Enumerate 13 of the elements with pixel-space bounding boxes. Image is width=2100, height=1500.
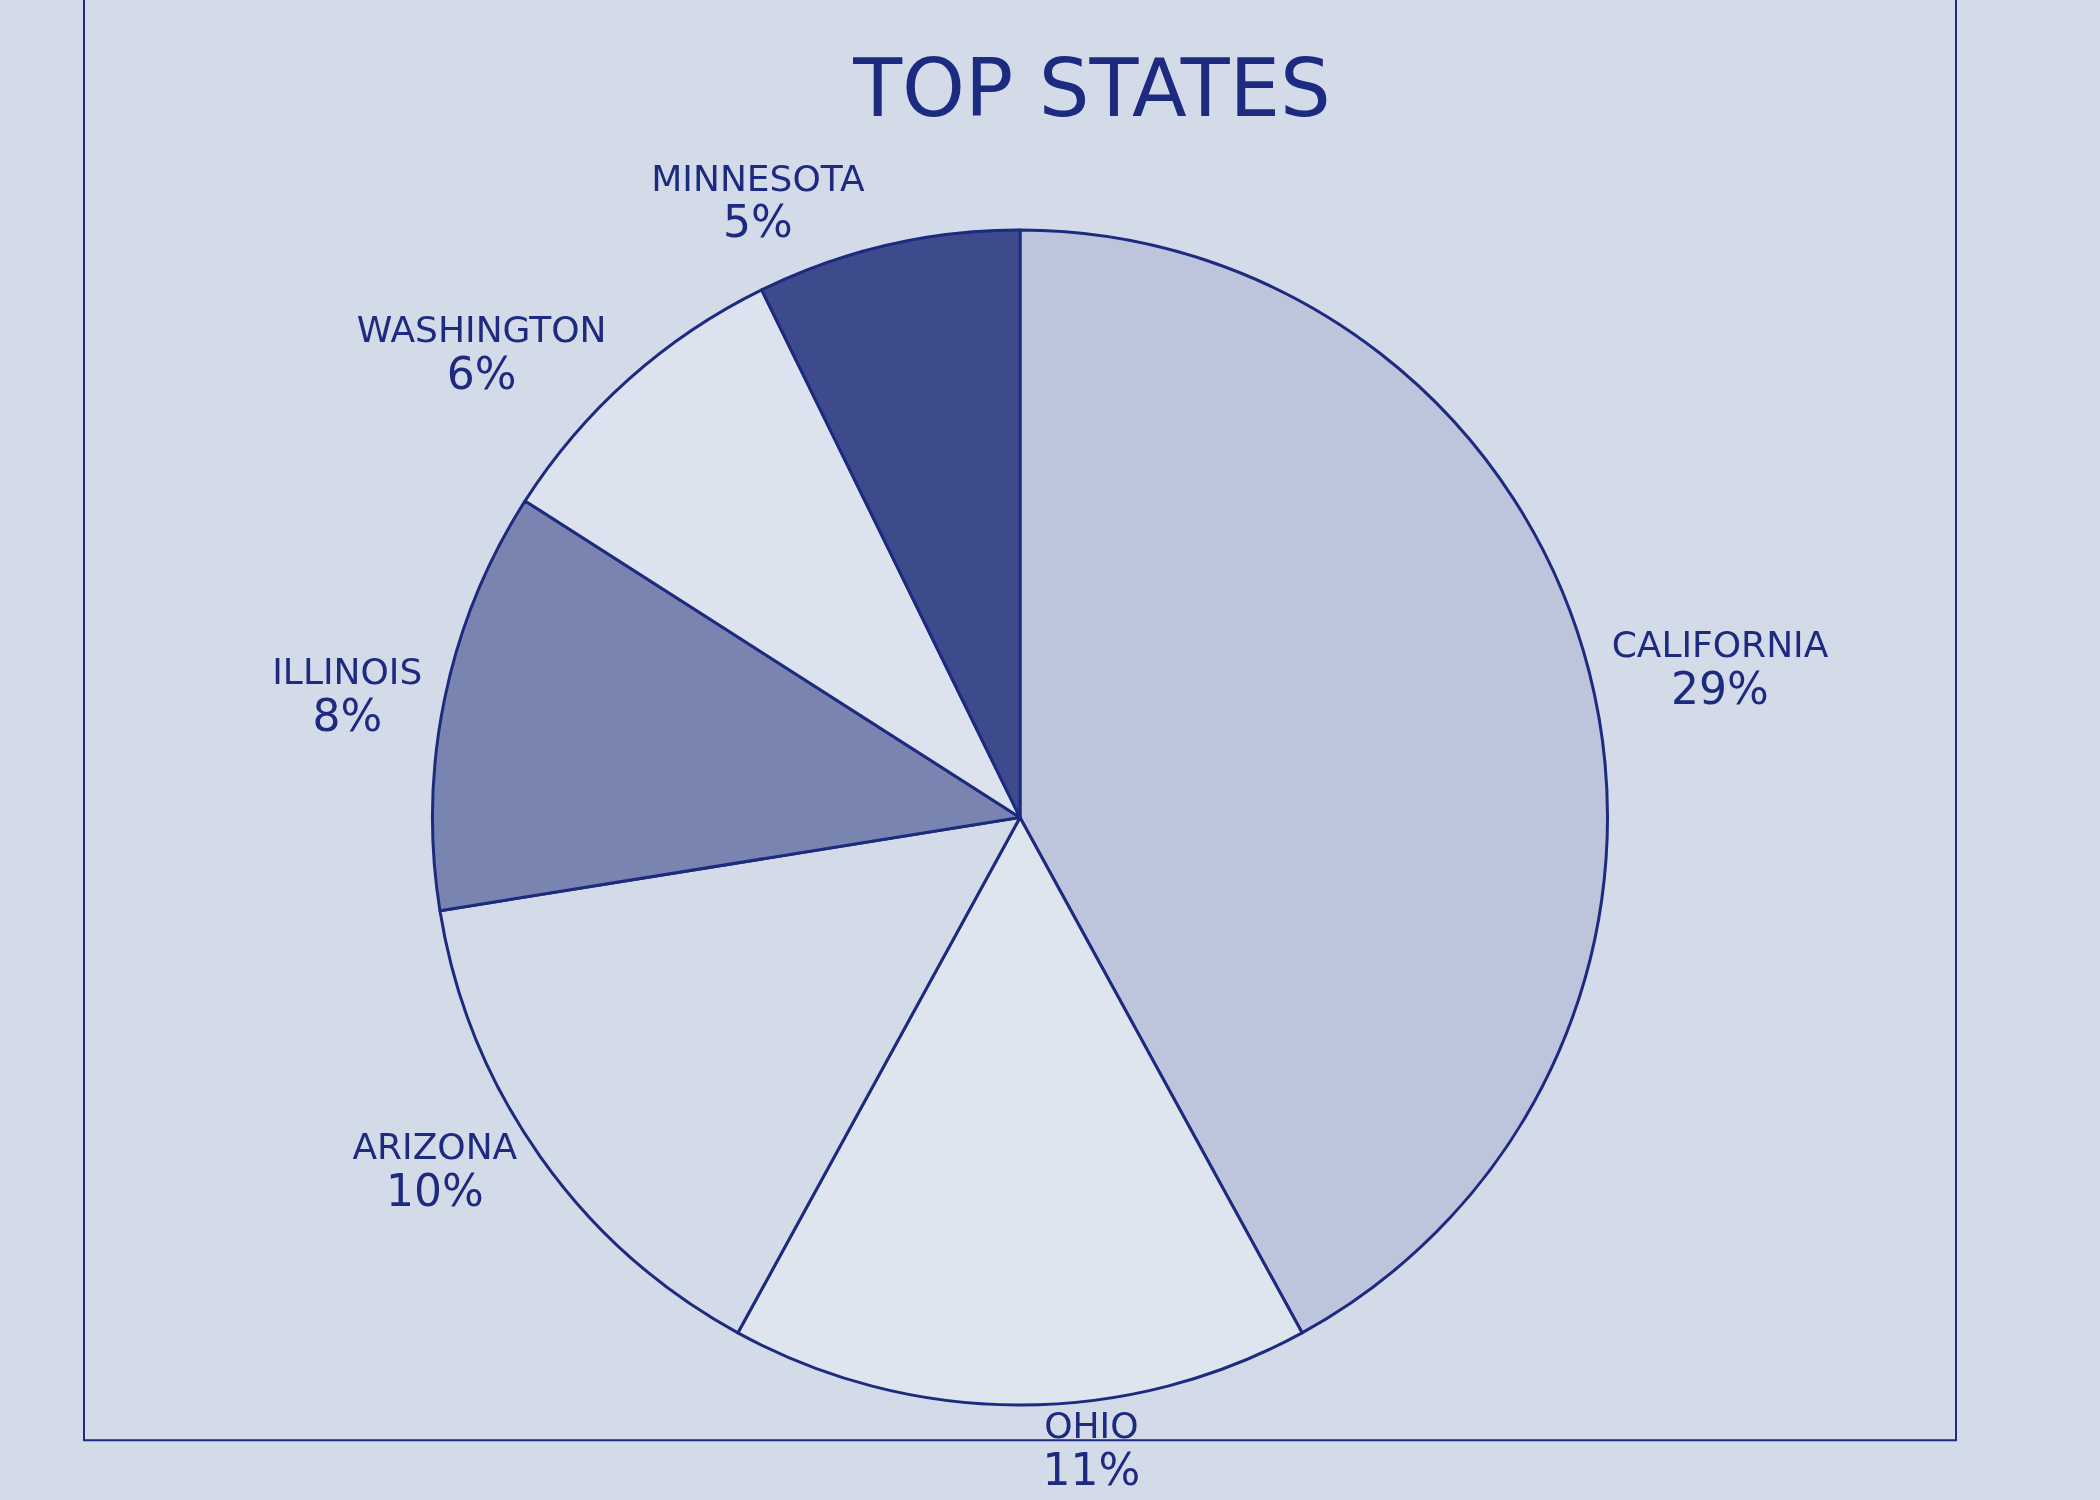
slice-label: MINNESOTA bbox=[651, 157, 865, 199]
slice-label: CALIFORNIA bbox=[1611, 624, 1829, 666]
data-label: 10% bbox=[385, 1165, 484, 1217]
data-label: 6% bbox=[446, 348, 517, 400]
data-label: 5% bbox=[723, 196, 793, 248]
data-label: 11% bbox=[1042, 1443, 1141, 1495]
slice-label: ILLINOIS bbox=[272, 651, 423, 693]
data-label: 29% bbox=[1671, 663, 1769, 715]
slice-label: OHIO bbox=[1044, 1405, 1139, 1446]
slice-label: ARIZONA bbox=[352, 1126, 518, 1168]
chart-title: TOP STATES bbox=[852, 42, 1331, 135]
data-label: 8% bbox=[312, 690, 383, 742]
slice-label: WASHINGTON bbox=[356, 309, 607, 351]
